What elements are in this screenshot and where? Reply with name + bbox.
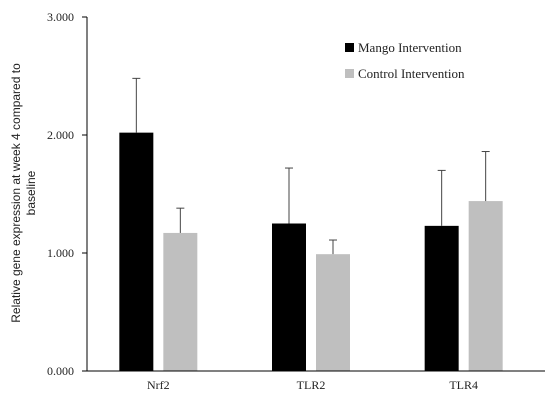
y-tick-label: 1.000 (47, 246, 74, 260)
x-tick-label: TLR2 (297, 378, 326, 392)
bar (272, 223, 306, 371)
error-bars-group (132, 77, 490, 255)
y-axis-label-line-2: baseline (24, 170, 38, 215)
y-axis-label-line-1: Relative gene expression at week 4 compa… (9, 63, 23, 323)
x-axis-tick-labels: Nrf2 TLR2 TLR4 (147, 378, 478, 392)
y-tick-label: 0.000 (47, 364, 74, 378)
legend-label: Control Intervention (358, 66, 465, 81)
legend: Mango Intervention Control Intervention (345, 40, 465, 81)
y-axis-ticks: 0.000 1.000 2.000 3.000 (47, 10, 87, 378)
x-tick-label: TLR4 (449, 378, 478, 392)
legend-swatch (345, 69, 354, 78)
bar (424, 225, 459, 371)
bar (163, 232, 198, 371)
bars-group (119, 132, 503, 371)
legend-swatch (345, 43, 354, 52)
x-tick-label: Nrf2 (147, 378, 170, 392)
bar (316, 254, 350, 371)
legend-label: Mango Intervention (358, 40, 462, 55)
axes-group (86, 17, 545, 372)
y-tick-label: 3.000 (47, 10, 74, 24)
y-axis-label: Relative gene expression at week 4 compa… (9, 63, 38, 323)
bar (119, 132, 154, 371)
bar (468, 201, 503, 371)
y-tick-label: 2.000 (47, 128, 74, 142)
